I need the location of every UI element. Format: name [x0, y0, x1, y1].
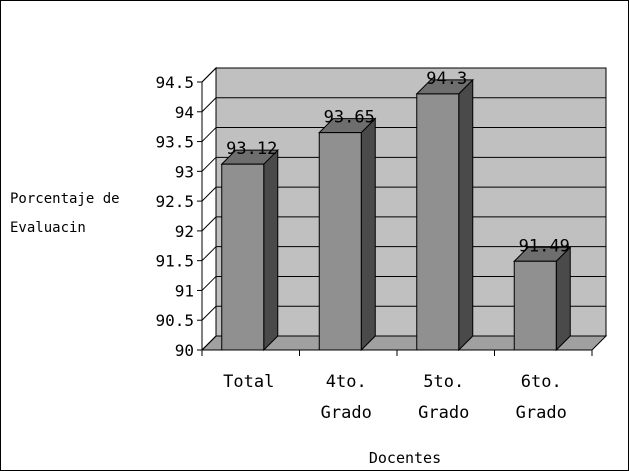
gridline-diagonal — [201, 67, 217, 83]
y-tick-label: 93.5 — [155, 133, 194, 152]
x-tick-label: Total — [223, 372, 274, 392]
gridline-diagonal — [201, 186, 217, 202]
gridline-diagonal — [201, 216, 217, 232]
y-tick-label: 91.5 — [155, 252, 194, 271]
bar-front — [513, 260, 557, 351]
data-label: 91.49 — [519, 236, 570, 256]
x-tick-label: 4to. — [326, 372, 367, 392]
x-axis-title: Docentes — [369, 449, 441, 467]
y-axis-title-line: Evaluacin — [10, 220, 86, 236]
bar-front — [318, 132, 362, 351]
gridline-diagonal — [201, 276, 217, 291]
gridline-diagonal — [201, 335, 217, 351]
y-axis-ticks: 90 90.5 91 91.5 92 92.5 93 93.5 94 94.5 — [155, 73, 202, 360]
data-label: 93.65 — [324, 108, 375, 128]
x-tick-label: Grado — [516, 403, 567, 423]
y-tick-label: 93 — [175, 162, 194, 181]
y-tick-label: 92.5 — [155, 192, 194, 211]
y-tick-label: 90.5 — [155, 311, 194, 330]
gridline-diagonal — [201, 305, 217, 321]
bar-front — [416, 93, 460, 351]
bars: 93.12 93.65 94.3 91.49 — [220, 69, 572, 352]
bar: 91.49 — [513, 236, 572, 352]
y-axis-title-line: Porcentaje de — [10, 191, 120, 207]
x-axis-labels: Total 4to. Grado 5to. Grado 6to. Grado — [201, 350, 593, 423]
x-tick-label: Grado — [321, 403, 372, 423]
x-tick-label: 6to. — [521, 372, 562, 392]
gridline-diagonal — [201, 127, 217, 142]
gridline-diagonal — [201, 97, 217, 113]
gridlines — [201, 67, 606, 351]
bar: 93.65 — [318, 108, 377, 352]
y-tick-label: 92 — [175, 222, 194, 241]
y-tick-label: 91 — [175, 281, 194, 300]
data-label: 94.3 — [426, 69, 467, 89]
bar-front — [221, 163, 265, 351]
data-label: 93.12 — [226, 139, 277, 159]
bar-side — [555, 246, 571, 352]
x-tick-label: Grado — [418, 403, 469, 423]
bar: 93.12 — [220, 139, 279, 352]
gridline-diagonal — [201, 246, 217, 262]
y-tick-label: 90 — [175, 341, 194, 360]
bar-side — [360, 117, 376, 352]
gridline-diagonal — [201, 156, 217, 172]
y-tick-label: 94.5 — [155, 73, 194, 92]
bar-side — [458, 78, 474, 352]
bar: 94.3 — [415, 69, 474, 352]
bar-side — [263, 148, 279, 352]
x-tick-label: 5to. — [423, 372, 464, 392]
y-tick-label: 94 — [175, 103, 194, 122]
y-axis-title: Porcentaje de Evaluacin — [10, 191, 120, 236]
